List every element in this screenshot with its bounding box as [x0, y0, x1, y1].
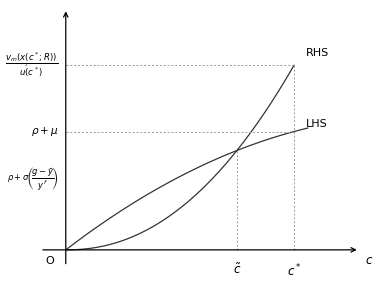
Text: O: O [46, 256, 54, 265]
Text: $c^*$: $c^*$ [287, 263, 301, 280]
Text: $c$: $c$ [365, 254, 374, 267]
Text: RHS: RHS [305, 48, 328, 59]
Text: $\tilde{c}$: $\tilde{c}$ [233, 263, 241, 277]
Text: $\rho + \mu$: $\rho + \mu$ [31, 125, 58, 138]
Text: LHS: LHS [305, 119, 327, 129]
Text: $\rho + \sigma\!\left(\!\dfrac{g-\bar{y}}{y^f}\!\right)$: $\rho + \sigma\!\left(\!\dfrac{g-\bar{y}… [7, 165, 59, 192]
Text: $\dfrac{v_m(x(c^*;R))}{u\'(c^*)}$: $\dfrac{v_m(x(c^*;R))}{u\'(c^*)}$ [6, 51, 59, 79]
